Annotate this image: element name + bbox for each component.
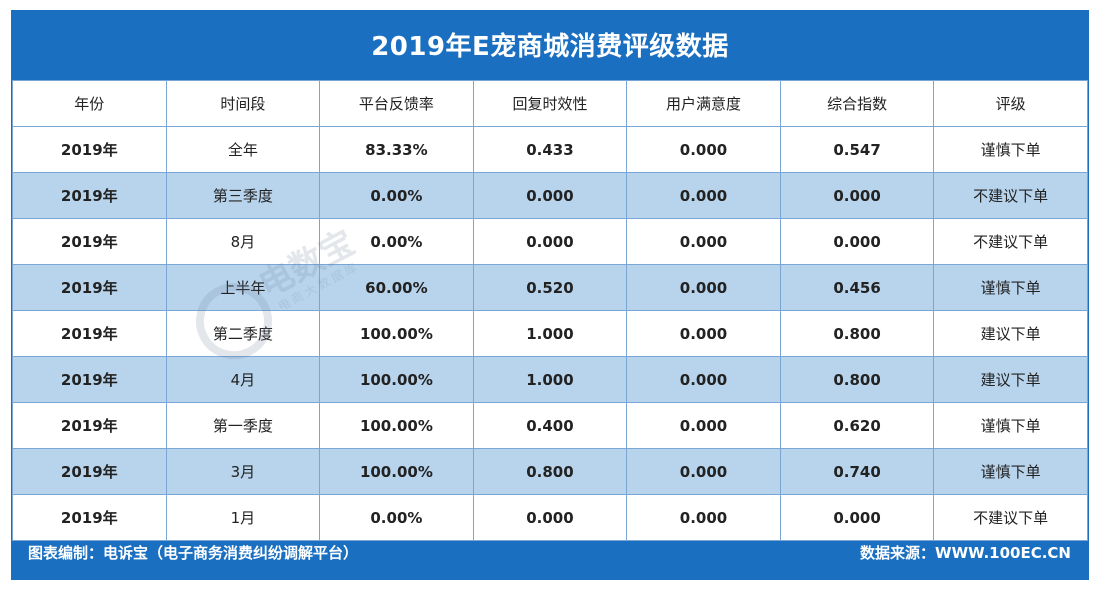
cell-reply-timeliness: 0.520 [472, 264, 628, 311]
column-header-year: 年份 [12, 80, 167, 127]
report-frame: 2019年E宠商城消费评级数据 年份 时间段 平台反馈率 回复时效性 用户满意度… [11, 10, 1089, 580]
cell-satisfaction: 0.000 [626, 172, 781, 219]
cell-year: 2019年 [12, 218, 167, 265]
cell-rating: 谨慎下单 [933, 126, 1088, 173]
cell-rating: 不建议下单 [933, 172, 1088, 219]
cell-feedback-rate: 0.00% [319, 218, 474, 265]
cell-year: 2019年 [12, 448, 167, 495]
cell-period: 8月 [165, 218, 321, 265]
cell-year: 2019年 [12, 356, 167, 403]
cell-reply-timeliness: 0.400 [472, 402, 628, 449]
cell-reply-timeliness: 0.433 [472, 126, 628, 173]
cell-reply-timeliness: 0.800 [472, 448, 628, 495]
cell-composite-index: 0.547 [779, 126, 935, 173]
cell-satisfaction: 0.000 [626, 264, 781, 311]
cell-reply-timeliness: 1.000 [472, 356, 628, 403]
cell-composite-index: 0.000 [779, 172, 935, 219]
table-row: 2019年 8月 0.00% 0.000 0.000 0.000 不建议下单 [12, 218, 1088, 265]
cell-composite-index: 0.800 [779, 356, 935, 403]
cell-year: 2019年 [12, 494, 167, 541]
cell-composite-index: 0.620 [779, 402, 935, 449]
cell-reply-timeliness: 0.000 [472, 494, 628, 541]
column-header-composite-index: 综合指数 [779, 80, 935, 127]
cell-satisfaction: 0.000 [626, 126, 781, 173]
cell-satisfaction: 0.000 [626, 218, 781, 265]
table-row: 2019年 第二季度 100.00% 1.000 0.000 0.800 建议下单 [12, 310, 1088, 357]
table-row: 2019年 全年 83.33% 0.433 0.000 0.547 谨慎下单 [12, 126, 1088, 173]
rating-table: 年份 时间段 平台反馈率 回复时效性 用户满意度 综合指数 评级 2019年 全年… [12, 80, 1088, 541]
cell-feedback-rate: 60.00% [319, 264, 474, 311]
cell-feedback-rate: 100.00% [319, 402, 474, 449]
cell-composite-index: 0.800 [779, 310, 935, 357]
column-header-period: 时间段 [165, 80, 321, 127]
cell-period: 上半年 [165, 264, 321, 311]
table-row: 2019年 上半年 60.00% 0.520 0.000 0.456 谨慎下单 [12, 264, 1088, 311]
cell-reply-timeliness: 0.000 [472, 172, 628, 219]
table-header-row: 年份 时间段 平台反馈率 回复时效性 用户满意度 综合指数 评级 [12, 80, 1088, 127]
footer-credit: 图表编制：电诉宝（电子商务消费纠纷调解平台） [28, 544, 359, 562]
footer: 图表编制：电诉宝（电子商务消费纠纷调解平台） 数据来源：WWW.100EC.CN [11, 530, 1089, 580]
cell-composite-index: 0.000 [779, 218, 935, 265]
cell-feedback-rate: 83.33% [319, 126, 474, 173]
cell-feedback-rate: 100.00% [319, 310, 474, 357]
table-row: 2019年 第一季度 100.00% 0.400 0.000 0.620 谨慎下单 [12, 402, 1088, 449]
cell-year: 2019年 [12, 126, 167, 173]
cell-rating: 不建议下单 [933, 494, 1088, 541]
cell-composite-index: 0.456 [779, 264, 935, 311]
cell-feedback-rate: 100.00% [319, 448, 474, 495]
cell-period: 1月 [165, 494, 321, 541]
cell-period: 3月 [165, 448, 321, 495]
table-body: 2019年 全年 83.33% 0.433 0.000 0.547 谨慎下单 2019年 第三季… [12, 126, 1088, 541]
column-header-reply-timeliness: 回复时效性 [472, 80, 628, 127]
cell-period: 第二季度 [165, 310, 321, 357]
table-row: 2019年 第三季度 0.00% 0.000 0.000 0.000 不建议下单 [12, 172, 1088, 219]
table-row: 2019年 4月 100.00% 1.000 0.000 0.800 建议下单 [12, 356, 1088, 403]
cell-year: 2019年 [12, 310, 167, 357]
cell-satisfaction: 0.000 [626, 310, 781, 357]
cell-composite-index: 0.740 [779, 448, 935, 495]
cell-feedback-rate: 0.00% [319, 172, 474, 219]
column-header-feedback-rate: 平台反馈率 [319, 80, 474, 127]
cell-rating: 谨慎下单 [933, 264, 1088, 311]
cell-period: 第一季度 [165, 402, 321, 449]
cell-rating: 建议下单 [933, 310, 1088, 357]
cell-rating: 建议下单 [933, 356, 1088, 403]
cell-rating: 谨慎下单 [933, 448, 1088, 495]
cell-rating: 谨慎下单 [933, 402, 1088, 449]
footer-source: 数据来源：WWW.100EC.CN [860, 544, 1071, 562]
cell-year: 2019年 [12, 172, 167, 219]
page-title: 2019年E宠商城消费评级数据 [371, 31, 729, 62]
cell-reply-timeliness: 1.000 [472, 310, 628, 357]
cell-satisfaction: 0.000 [626, 448, 781, 495]
cell-reply-timeliness: 0.000 [472, 218, 628, 265]
table-row: 2019年 1月 0.00% 0.000 0.000 0.000 不建议下单 [12, 494, 1088, 541]
cell-satisfaction: 0.000 [626, 402, 781, 449]
cell-period: 全年 [165, 126, 321, 173]
cell-period: 4月 [165, 356, 321, 403]
cell-year: 2019年 [12, 264, 167, 311]
cell-rating: 不建议下单 [933, 218, 1088, 265]
cell-period: 第三季度 [165, 172, 321, 219]
cell-satisfaction: 0.000 [626, 356, 781, 403]
table-row: 2019年 3月 100.00% 0.800 0.000 0.740 谨慎下单 [12, 448, 1088, 495]
cell-feedback-rate: 100.00% [319, 356, 474, 403]
column-header-satisfaction: 用户满意度 [626, 80, 781, 127]
column-header-rating: 评级 [933, 80, 1088, 127]
cell-year: 2019年 [12, 402, 167, 449]
